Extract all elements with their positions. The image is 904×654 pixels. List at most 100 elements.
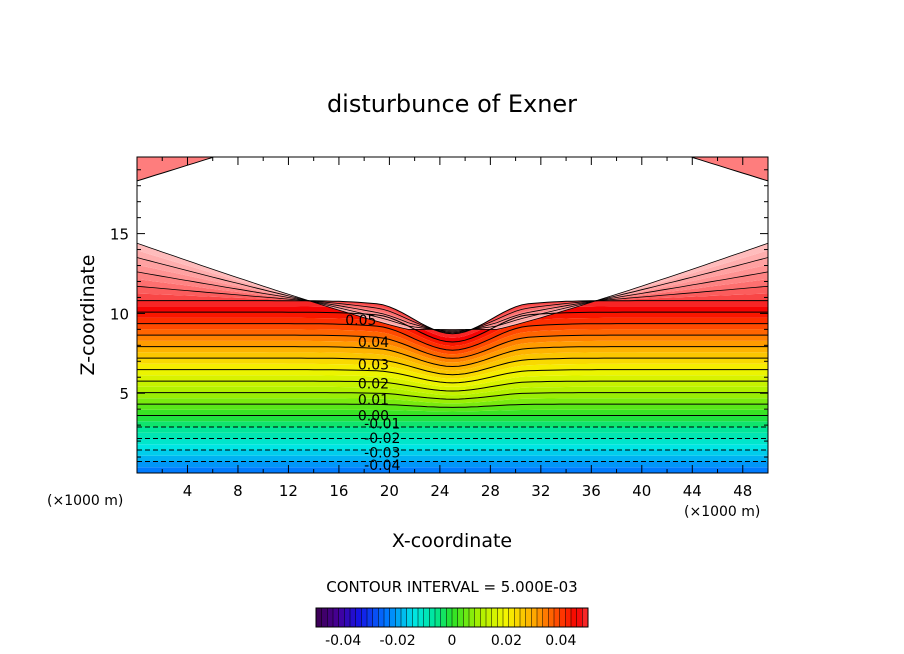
- colorbar-swatch: [344, 608, 351, 627]
- colorbar-swatch: [582, 608, 589, 627]
- contour-interval-label: CONTOUR INTERVAL = 5.000E-03: [326, 578, 577, 596]
- contour-band: [137, 300, 768, 338]
- contour-line: [137, 300, 768, 335]
- contour-label: -0.04: [364, 458, 400, 474]
- contour-band: [137, 479, 768, 485]
- contour-band: [137, 392, 768, 404]
- colorbar-swatch: [474, 608, 481, 627]
- contour-line: [137, 334, 768, 359]
- contour-label: 0.00: [358, 409, 389, 425]
- colorbar-swatch: [520, 608, 526, 627]
- x-tick-label: 40: [632, 482, 651, 500]
- colorbar-swatch: [565, 608, 572, 627]
- contour-line: [137, 346, 768, 368]
- colorbar-swatch: [355, 608, 362, 627]
- contour-band: [137, 346, 768, 371]
- x-tick-label: 32: [531, 482, 550, 500]
- contour-band: [137, 432, 768, 439]
- colorbar-swatch: [452, 608, 458, 627]
- colorbar-tick-labels: -0.04 -0.02 0 0.02 0.04: [325, 633, 576, 649]
- contour-band: [137, 415, 768, 422]
- contour-band: [137, 489, 768, 502]
- contour-lines: [137, 157, 768, 473]
- contour-band: [137, 312, 768, 347]
- colorbar-swatch: [486, 608, 492, 627]
- colorbar-swatch: [435, 608, 441, 627]
- colorbar-swatch: [548, 608, 555, 627]
- contour-line: [137, 392, 768, 400]
- colorbar-swatch: [321, 608, 328, 627]
- contour-label: 0.04: [358, 335, 389, 351]
- contour-band: [137, 340, 768, 367]
- colorbar-swatch: [469, 608, 475, 627]
- colorbar-swatch: [395, 608, 402, 627]
- colorbar-swatch: [514, 608, 521, 627]
- contour-line: [137, 357, 768, 376]
- colorbar-swatch: [429, 608, 436, 627]
- contour-band: [137, 489, 768, 525]
- y-tick-label: 10: [110, 305, 129, 323]
- x-tick-label: 36: [582, 482, 601, 500]
- contour-label: 0.05: [345, 313, 376, 329]
- x-tick-label: 44: [683, 482, 702, 500]
- contour-labels: 0.05 0.04 0.03 0.020.010.00-0.01-0.02-0.03-…: [345, 313, 400, 474]
- colorbar-swatch: [525, 608, 532, 627]
- contour-label: -0.01: [364, 417, 400, 433]
- colorbar-swatch: [412, 608, 419, 627]
- contour-band: [137, 438, 768, 445]
- colorbar-frame: [315, 607, 589, 628]
- x-tick-label: 16: [329, 482, 348, 500]
- contour-band: [137, 409, 768, 416]
- contour-band: [137, 398, 768, 408]
- colorbar-swatch: [350, 608, 356, 627]
- contour-line: [137, 285, 768, 334]
- colorbar-swatch: [361, 608, 368, 627]
- contour-line: [137, 403, 768, 408]
- colorbar-swatch: [542, 608, 549, 627]
- colorbar: [315, 608, 589, 627]
- colorbar-swatch: [418, 608, 424, 627]
- contour-band: [137, 329, 768, 359]
- colorbar-swatch: [571, 608, 577, 627]
- contour-band: [137, 444, 768, 450]
- colorbar-swatch: [316, 608, 322, 627]
- contour-band: [137, 358, 768, 379]
- colorbar-swatch: [401, 608, 407, 627]
- x-tick-label: 8: [233, 482, 243, 500]
- contour-label: 0.02: [358, 377, 389, 393]
- colorbar-swatch: [327, 608, 334, 627]
- contour-label: -0.03: [364, 445, 400, 461]
- contour-band: [137, 386, 768, 400]
- upper-cap-region: [137, 157, 768, 181]
- contour-band: [137, 293, 768, 334]
- x-tick-label: 4: [183, 482, 193, 500]
- contour-line: [137, 323, 768, 351]
- contour-band: [137, 369, 768, 387]
- contour-band: [137, 427, 768, 433]
- colorbar-swatch: [531, 608, 538, 627]
- colorbar-swatch: [491, 608, 498, 627]
- contour-band: [137, 489, 768, 519]
- colorbar-swatch: [554, 608, 560, 627]
- y-tick-label: 5: [119, 385, 129, 403]
- contour-band: [137, 489, 768, 508]
- contour-band: [137, 335, 768, 363]
- contour-band: [137, 450, 768, 456]
- x-unit-left: (×1000 m): [47, 493, 123, 509]
- plot-frame: [136, 156, 769, 474]
- contour-band: [137, 467, 768, 473]
- contour-band: [137, 306, 768, 342]
- contour-band: [137, 489, 768, 490]
- x-tick-label: 24: [430, 482, 449, 500]
- contour-line: [137, 242, 768, 330]
- contour-band: [137, 421, 768, 427]
- colorbar-swatch: [384, 608, 390, 627]
- contour-label: 0.01: [358, 393, 389, 409]
- colorbar-tick-label: 0.04: [545, 633, 576, 649]
- x-tick-label: 20: [380, 482, 399, 500]
- contour-label: 0.03: [358, 357, 389, 373]
- contour-band: [137, 489, 768, 513]
- y-axis-label: Z-coordinate: [77, 255, 99, 376]
- colorbar-swatch: [508, 608, 515, 627]
